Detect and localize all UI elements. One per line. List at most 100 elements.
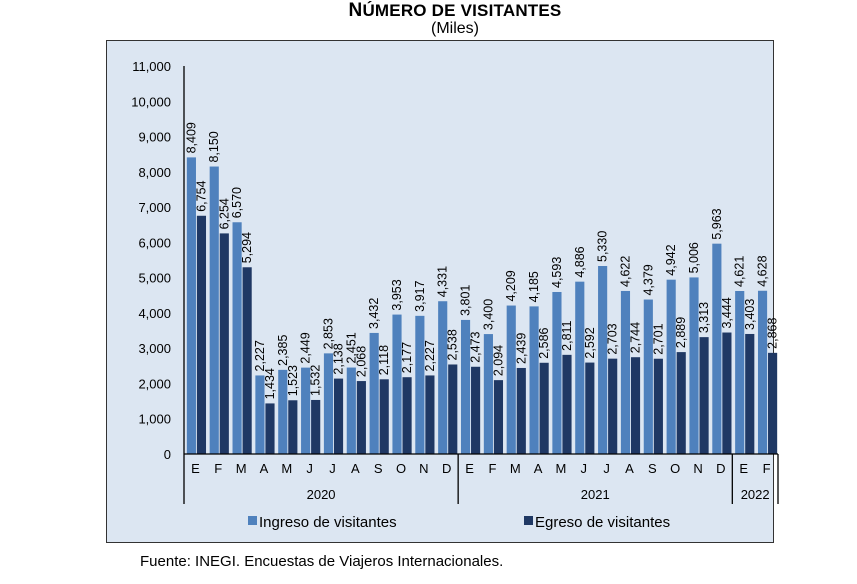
bar-egreso (356, 381, 366, 454)
bar-ingreso (186, 157, 196, 454)
data-label-egreso: 2,868 (766, 318, 780, 349)
x-tick-label: M (556, 461, 567, 476)
bar-ingreso (506, 305, 516, 454)
data-label-ingreso: 4,621 (733, 256, 747, 287)
bar-ingreso (278, 369, 288, 454)
bar-ingreso (735, 291, 745, 454)
data-label-egreso: 2,138 (332, 343, 346, 374)
data-label-egreso: 2,538 (446, 329, 460, 360)
x-tick-label: N (419, 461, 428, 476)
data-label-ingreso: 3,953 (390, 279, 404, 310)
data-label-ingreso: 5,330 (596, 231, 610, 262)
bar-egreso (676, 352, 686, 454)
data-label-ingreso: 4,622 (618, 256, 632, 287)
bar-egreso (516, 367, 526, 454)
bar-ingreso (415, 315, 425, 454)
x-tick-label: A (260, 461, 269, 476)
bar-ingreso (643, 299, 653, 454)
data-label-ingreso: 3,917 (413, 281, 427, 312)
data-label-ingreso: 8,150 (207, 131, 221, 162)
bar-ingreso (598, 266, 608, 454)
data-label-ingreso: 4,209 (504, 270, 518, 301)
bar-ingreso (666, 279, 676, 454)
bar-ingreso (392, 314, 402, 454)
x-tick-label: D (716, 461, 725, 476)
bar-ingreso (301, 367, 311, 454)
bar-egreso (242, 267, 252, 454)
y-tick-label: 9,000 (138, 130, 171, 145)
bar-egreso (722, 332, 732, 454)
year-label: 2022 (741, 487, 770, 502)
data-label-ingreso: 4,628 (756, 255, 770, 286)
x-tick-label: F (214, 461, 222, 476)
y-tick-label: 6,000 (138, 235, 171, 250)
bar-egreso (333, 378, 344, 454)
bar-egreso (288, 400, 298, 454)
x-tick-label: J (329, 461, 336, 476)
bar-egreso (608, 358, 618, 454)
y-tick-label: 3,000 (138, 341, 171, 356)
chart-title-rest: ÚMERO DE VISITANTES (362, 1, 562, 20)
bar-ingreso (255, 375, 265, 454)
data-label-ingreso: 2,385 (276, 335, 290, 366)
legend-label-ingreso: Ingreso de visitantes (259, 514, 397, 531)
bar-ingreso (575, 281, 585, 454)
y-tick-label: 7,000 (138, 200, 171, 215)
y-tick-label: 1,000 (138, 412, 171, 427)
data-label-ingreso: 2,227 (253, 340, 267, 371)
data-label-egreso: 2,586 (537, 327, 551, 358)
x-tick-label: S (374, 461, 383, 476)
bar-ingreso (346, 367, 356, 454)
y-tick-label: 8,000 (138, 165, 171, 180)
data-label-ingreso: 4,593 (550, 257, 564, 288)
data-label-ingreso: 4,379 (641, 264, 655, 295)
x-tick-label: A (534, 461, 543, 476)
chart-title: NÚMERO DE VISITANTES (0, 0, 857, 22)
x-tick-label: O (396, 461, 406, 476)
bar-egreso (699, 337, 709, 454)
x-tick-label: O (670, 461, 680, 476)
bar-ingreso (438, 301, 448, 454)
bar-egreso (425, 375, 435, 454)
x-tick-label: F (763, 461, 771, 476)
x-tick-label: J (603, 461, 610, 476)
data-label-ingreso: 4,942 (664, 244, 678, 275)
year-label: 2020 (307, 487, 336, 502)
bar-egreso (653, 358, 663, 454)
bar-ingreso (689, 277, 699, 454)
bar-egreso (768, 352, 778, 454)
x-tick-label: D (442, 461, 451, 476)
data-label-egreso: 2,811 (560, 320, 574, 350)
bar-ingreso (620, 290, 631, 454)
data-label-egreso: 3,313 (697, 302, 711, 333)
bar-ingreso (209, 166, 219, 454)
data-label-egreso: 1,532 (309, 365, 323, 396)
bar-egreso (379, 379, 389, 454)
data-label-ingreso: 3,400 (481, 299, 495, 330)
data-label-ingreso: 2,853 (321, 318, 335, 349)
bar-egreso (196, 215, 207, 454)
data-label-egreso: 2,094 (491, 345, 505, 376)
data-label-egreso: 2,744 (629, 322, 643, 353)
y-tick-label: 11,000 (132, 59, 171, 74)
data-label-ingreso: 8,409 (184, 122, 198, 153)
data-label-egreso: 2,068 (354, 346, 368, 377)
y-tick-label: 5,000 (138, 271, 171, 286)
x-tick-label: A (625, 461, 634, 476)
bar-ingreso (483, 334, 493, 454)
data-label-egreso: 3,403 (743, 299, 757, 330)
data-label-egreso: 6,254 (217, 198, 231, 229)
x-tick-label: S (648, 461, 657, 476)
data-label-egreso: 5,294 (240, 232, 254, 263)
x-tick-label: E (465, 461, 474, 476)
y-tick-label: 2,000 (138, 376, 171, 391)
data-label-egreso: 2,703 (606, 323, 620, 354)
data-label-egreso: 2,118 (377, 345, 391, 375)
data-label-ingreso: 4,331 (436, 266, 450, 297)
legend-swatch-ingreso (248, 516, 257, 525)
x-tick-label: E (191, 461, 200, 476)
data-label-egreso: 2,592 (583, 327, 597, 358)
y-tick-label: 0 (164, 447, 171, 462)
x-tick-label: M (281, 461, 292, 476)
bar-egreso (402, 377, 412, 454)
